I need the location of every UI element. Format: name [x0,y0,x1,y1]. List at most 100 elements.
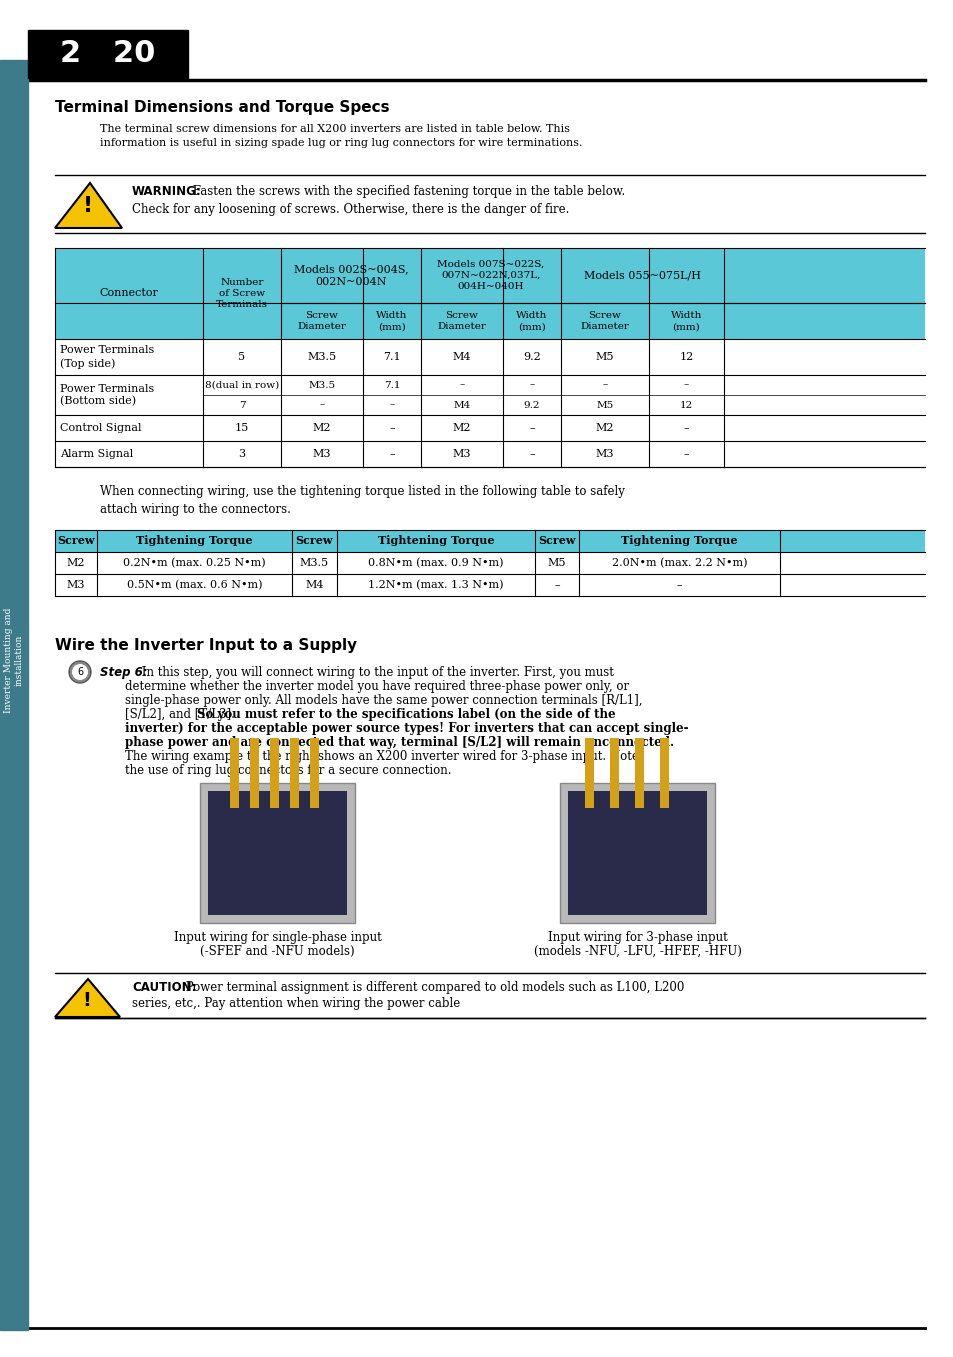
Bar [55,248,924,339]
Bar [55,531,924,552]
Text: M5: M5 [547,558,566,569]
Text: 9.2: 9.2 [523,400,539,410]
Text: M3.5: M3.5 [299,558,329,569]
Text: Input wiring for single-phase input: Input wiring for single-phase input [173,931,381,944]
Text: [S/L2], and [T/L3].: [S/L2], and [T/L3]. [125,708,238,721]
Text: When connecting wiring, use the tightening torque listed in the following table : When connecting wiring, use the tighteni… [100,484,624,516]
Text: 2.0N•m (max. 2.2 N•m): 2.0N•m (max. 2.2 N•m) [611,558,746,569]
Text: 15: 15 [234,423,249,433]
Text: Screw
Diameter: Screw Diameter [297,311,346,331]
Text: Wire the Inverter Input to a Supply: Wire the Inverter Input to a Supply [55,638,356,653]
Text: !: ! [83,992,91,1011]
Text: The wiring example to the right shows an X200 inverter wired for 3-phase input. : The wiring example to the right shows an… [125,750,639,763]
Text: Power Terminals
(Bottom side): Power Terminals (Bottom side) [60,384,154,406]
Text: Step 6:: Step 6: [100,666,148,678]
Text: Models 002S~004S,
002N~004N: Models 002S~004S, 002N~004N [294,265,408,286]
Text: Check for any loosening of screws. Otherwise, there is the danger of fire.: Check for any loosening of screws. Other… [132,204,569,216]
Text: Power terminal assignment is different compared to old models such as L100, L200: Power terminal assignment is different c… [182,981,683,993]
Text: –: – [554,579,559,590]
Bar [200,783,355,923]
Text: M5: M5 [596,400,613,410]
Text: Connector: Connector [99,289,158,299]
Bar [250,738,258,807]
Text: –: – [683,449,689,459]
Circle shape [71,664,88,680]
Text: 0.2N•m (max. 0.25 N•m): 0.2N•m (max. 0.25 N•m) [123,558,266,569]
Text: M4: M4 [305,579,323,590]
Text: Fasten the screws with the specified fastening torque in the table below.: Fasten the screws with the specified fas… [189,185,624,198]
Text: Tightening Torque: Tightening Torque [377,536,494,547]
Circle shape [69,661,91,683]
Text: 8(dual in row): 8(dual in row) [205,380,279,389]
Polygon shape [55,183,122,228]
Bar [28,30,188,77]
Text: 2   20: 2 20 [60,39,155,68]
Text: M3: M3 [313,449,331,459]
Text: Width
(mm): Width (mm) [375,311,407,331]
Text: Models 007S~022S,
007N~022N,037L,
004H~040H: Models 007S~022S, 007N~022N,037L, 004H~0… [436,261,544,292]
Text: –: – [529,423,535,433]
Text: –: – [683,380,688,389]
Text: the use of ring lug connectors for a secure connection.: the use of ring lug connectors for a sec… [125,764,451,778]
Text: Screw: Screw [537,536,576,547]
Text: –: – [389,400,395,410]
Text: Screw
Diameter: Screw Diameter [437,311,486,331]
Text: 7.1: 7.1 [383,380,400,389]
Text: Input wiring for 3-phase input: Input wiring for 3-phase input [547,931,726,944]
Text: M3.5: M3.5 [307,351,336,362]
Text: 12: 12 [679,351,693,362]
Text: 0.8N•m (max. 0.9 N•m): 0.8N•m (max. 0.9 N•m) [368,558,503,569]
Text: –: – [319,400,324,410]
Text: 5: 5 [238,351,245,362]
Text: (-SFEF and -NFU models): (-SFEF and -NFU models) [200,944,355,958]
Text: single-phase power only. All models have the same power connection terminals [R/: single-phase power only. All models have… [125,693,641,707]
Text: WARNING:: WARNING: [132,185,201,198]
Polygon shape [55,978,120,1016]
Text: Models 055~075L/H: Models 055~075L/H [583,270,700,281]
Text: M5: M5 [595,351,614,362]
Text: Alarm Signal: Alarm Signal [60,449,133,459]
Text: M2: M2 [453,423,471,433]
Text: Width
(mm): Width (mm) [670,311,701,331]
Text: –: – [459,380,464,389]
Text: M3: M3 [67,579,85,590]
Bar [230,738,239,807]
Text: 9.2: 9.2 [522,351,540,362]
Text: Control Signal: Control Signal [60,423,141,433]
Text: 12: 12 [679,400,693,410]
Text: M3.5: M3.5 [308,380,335,389]
Text: Inverter Mounting and
installation: Inverter Mounting and installation [5,608,24,712]
Text: 3: 3 [238,449,245,459]
Text: Tightening Torque: Tightening Torque [136,536,253,547]
Text: 7.1: 7.1 [383,351,400,362]
Bar [584,738,594,807]
Bar [290,738,298,807]
Bar [609,738,618,807]
Text: –: – [529,449,535,459]
Text: M4: M4 [453,351,471,362]
Text: –: – [676,579,681,590]
Text: series, etc,. Pay attention when wiring the power cable: series, etc,. Pay attention when wiring … [132,997,459,1010]
Text: phase power and are connected that way, terminal [S/L2] will remain unconnected.: phase power and are connected that way, … [125,735,674,749]
Text: Power Terminals
(Top side): Power Terminals (Top side) [60,346,154,369]
Text: Screw
Diameter: Screw Diameter [580,311,629,331]
Text: Number
of Screw
Terminals: Number of Screw Terminals [215,278,268,309]
Text: –: – [683,423,689,433]
Text: 0.5N•m (max. 0.6 N•m): 0.5N•m (max. 0.6 N•m) [127,579,262,590]
Text: –: – [389,449,395,459]
Text: Screw: Screw [57,536,94,547]
Bar [0,60,28,1330]
Text: So you must refer to the specifications label (on the side of the: So you must refer to the specifications … [196,708,615,721]
Text: CAUTION:: CAUTION: [132,981,196,993]
Text: !: ! [83,195,93,216]
Text: M4: M4 [453,400,470,410]
Text: Terminal Dimensions and Torque Specs: Terminal Dimensions and Torque Specs [55,100,389,115]
Text: The terminal screw dimensions for all X200 inverters are listed in table below. : The terminal screw dimensions for all X2… [100,123,582,148]
Bar [208,791,347,915]
Text: M2: M2 [313,423,331,433]
Text: M3: M3 [453,449,471,459]
Text: Tightening Torque: Tightening Torque [620,536,737,547]
Text: M2: M2 [595,423,614,433]
Text: 6: 6 [77,668,83,677]
Text: Screw: Screw [295,536,333,547]
